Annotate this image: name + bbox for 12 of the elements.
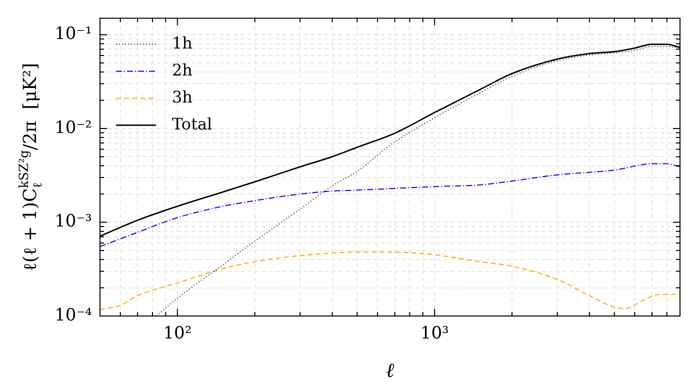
legend-label: 1h xyxy=(172,33,192,52)
legend-label: Total xyxy=(172,114,212,134)
x-tick-label: 10³ xyxy=(420,324,449,344)
x-axis-title: ℓ xyxy=(386,358,395,382)
y-tick-label: 10⁻⁴ xyxy=(54,305,92,326)
legend-label: 3h xyxy=(172,87,192,106)
y-tick-label: 10⁻³ xyxy=(54,212,92,232)
x-tick-label: 10² xyxy=(163,324,192,344)
y-axis-title: ℓ(ℓ + 1)CℓkSZ²g/2π [μK²] xyxy=(16,62,44,272)
y-tick-label: 10⁻² xyxy=(54,118,92,138)
legend-label: 2h xyxy=(172,60,192,80)
y-tick-label: 10⁻¹ xyxy=(54,24,92,44)
